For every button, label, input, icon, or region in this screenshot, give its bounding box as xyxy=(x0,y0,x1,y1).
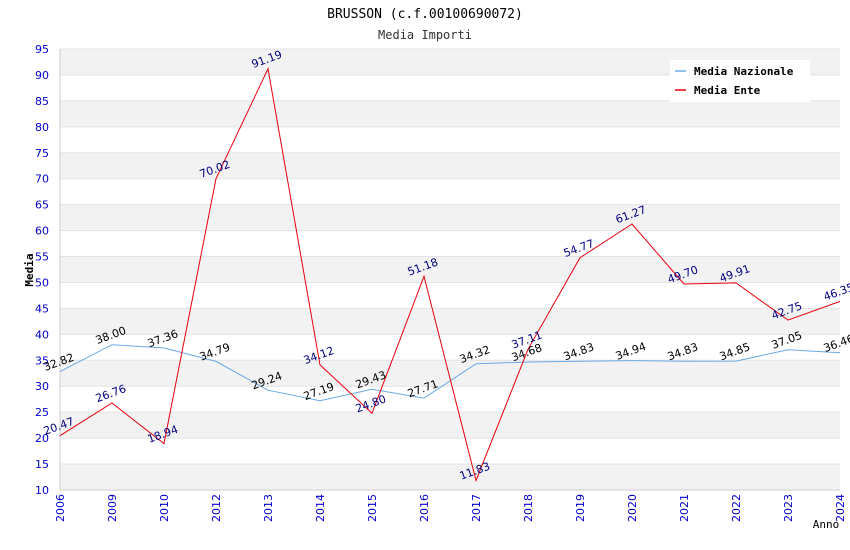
legend-label: Media Nazionale xyxy=(694,65,794,78)
grid-band xyxy=(60,308,840,335)
x-tick-label: 2020 xyxy=(626,494,639,522)
grid-band xyxy=(60,360,840,387)
x-tick-label: 2016 xyxy=(418,494,431,522)
chart-subtitle: Media Importi xyxy=(378,28,472,42)
grid-band xyxy=(60,100,840,127)
x-tick-label: 2017 xyxy=(470,494,483,522)
x-tick-label: 2024 xyxy=(834,494,847,522)
y-axis-label: Media xyxy=(23,253,36,286)
x-tick-label: 2014 xyxy=(314,494,327,522)
y-tick-label: 65 xyxy=(35,199,49,212)
legend-box xyxy=(670,60,810,102)
series-lines xyxy=(59,67,841,483)
data-label: 36.46 xyxy=(822,332,850,355)
y-tick-label: 50 xyxy=(35,276,49,289)
grid-band xyxy=(60,412,840,439)
y-tick-label: 85 xyxy=(35,95,49,108)
y-tick-label: 15 xyxy=(35,458,49,471)
y-axis-ticks: 10 15 20 25 30 35 40 45 50 55 60 65 70 75 80 85 90 95 xyxy=(35,43,49,497)
y-tick-label: 80 xyxy=(35,121,49,134)
x-tick-label: 2009 xyxy=(106,494,119,522)
y-tick-label: 35 xyxy=(35,354,49,367)
y-tick-label: 30 xyxy=(35,380,49,393)
y-tick-label: 10 xyxy=(35,484,49,497)
y-tick-label: 45 xyxy=(35,302,49,315)
axes xyxy=(59,49,840,491)
x-axis-ticks: 2006 2009 2010 2012 2013 2014 2015 2016 2017 2018… xyxy=(54,494,847,522)
x-tick-label: 2021 xyxy=(678,494,691,522)
y-tick-label: 40 xyxy=(35,328,49,341)
grid-bands xyxy=(60,49,840,490)
data-label: 34.94 xyxy=(614,340,648,363)
legend-label: Media Ente xyxy=(694,84,761,97)
y-tick-label: 70 xyxy=(35,173,49,186)
y-tick-label: 95 xyxy=(35,43,49,56)
y-tick-label: 90 xyxy=(35,69,49,82)
grid-band xyxy=(60,464,840,490)
x-tick-label: 2022 xyxy=(730,494,743,522)
y-tick-label: 55 xyxy=(35,251,49,264)
x-tick-label: 2023 xyxy=(782,494,795,522)
x-tick-label: 2015 xyxy=(366,494,379,522)
y-tick-label: 75 xyxy=(35,147,49,160)
grid-lines xyxy=(60,48,840,491)
x-tick-label: 2019 xyxy=(574,494,587,522)
y-tick-label: 25 xyxy=(35,406,49,419)
legend: Media Nazionale Media Ente xyxy=(670,60,810,102)
data-label: 46.35 xyxy=(822,281,850,304)
grid-band xyxy=(60,204,840,231)
series-line-media-ente xyxy=(59,67,841,483)
grid-band xyxy=(60,256,840,283)
y-tick-label: 20 xyxy=(35,432,49,445)
x-tick-label: 2012 xyxy=(210,494,223,522)
x-axis-label: Anno xyxy=(813,518,840,531)
series-line-media-nazionale xyxy=(59,344,841,402)
x-tick-label: 2006 xyxy=(54,494,67,522)
x-tick-label: 2013 xyxy=(262,494,275,522)
grid-band xyxy=(60,152,840,179)
x-tick-label: 2010 xyxy=(158,494,171,522)
y-tick-label: 60 xyxy=(35,225,49,238)
chart-title: BRUSSON (c.f.00100690072) xyxy=(327,7,523,22)
x-tick-label: 2018 xyxy=(522,494,535,522)
